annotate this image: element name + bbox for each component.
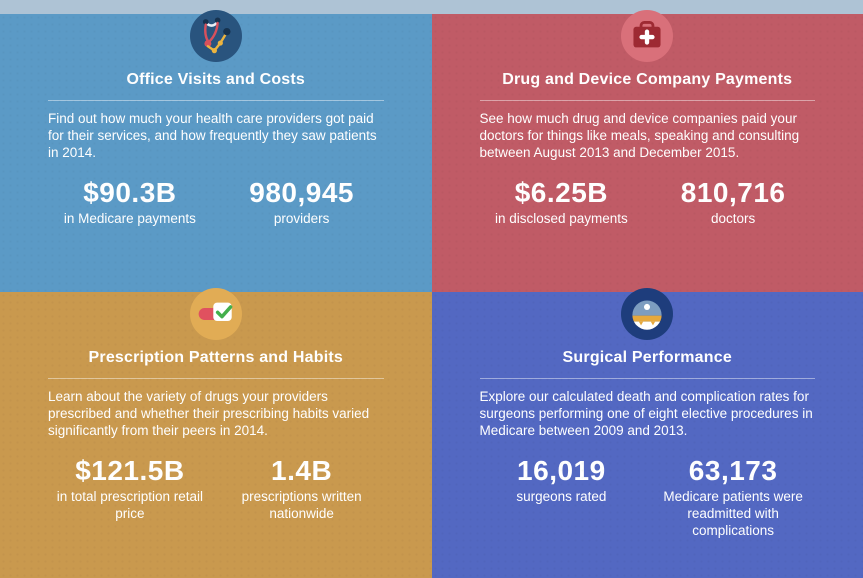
divider xyxy=(48,378,384,379)
surgeon-icon xyxy=(621,288,674,340)
stats-row: $121.5B in total prescription retail pri… xyxy=(44,456,388,522)
card-description: Learn about the variety of drugs your pr… xyxy=(48,389,370,438)
stats-row: $6.25B in disclosed payments 810,716 doc… xyxy=(476,178,820,227)
stat-disclosed-payments: $6.25B in disclosed payments xyxy=(476,178,648,227)
stat-medicare-payments: $90.3B in Medicare payments xyxy=(44,178,216,227)
stat-surgeons-rated: 16,019 surgeons rated xyxy=(476,456,648,539)
stat-label: surgeons rated xyxy=(516,489,607,504)
card-surgical-performance[interactable]: Surgical Performance Explore our calcula… xyxy=(431,288,863,578)
stat-label: in total prescription retail price xyxy=(56,489,204,521)
stat-label: doctors xyxy=(710,211,756,226)
stat-value: 810,716 xyxy=(680,177,786,208)
divider xyxy=(479,100,815,101)
stat-prescriptions-written: 1.4B prescriptions written nationwide xyxy=(216,456,388,522)
stats-row: 16,019 surgeons rated 63,173 Medicare pa… xyxy=(476,456,820,539)
pill-check-icon xyxy=(189,288,242,340)
stat-value: $121.5B xyxy=(75,455,185,486)
stat-value: 1.4B xyxy=(271,455,333,486)
card-title: Prescription Patterns and Habits xyxy=(88,349,343,366)
card-title: Drug and Device Company Payments xyxy=(502,71,793,88)
stat-value: $6.25B xyxy=(514,177,609,208)
stat-value: 980,945 xyxy=(249,177,354,208)
divider xyxy=(479,378,815,379)
card-title: Surgical Performance xyxy=(562,349,732,366)
card-office-visits-and-costs[interactable]: Office Visits and Costs Find out how muc… xyxy=(0,10,432,292)
stethoscope-chart-icon xyxy=(189,10,242,62)
stat-label: in disclosed payments xyxy=(494,211,628,226)
stats-row: $90.3B in Medicare payments 980,945 prov… xyxy=(44,178,388,227)
card-description: Explore our calculated death and complic… xyxy=(479,389,813,438)
stat-label: providers xyxy=(273,211,330,226)
stat-prescription-retail-price: $121.5B in total prescription retail pri… xyxy=(44,456,216,522)
category-grid: Office Visits and Costs Find out how muc… xyxy=(0,10,863,578)
stat-label: Medicare patients were readmitted with c… xyxy=(663,489,803,538)
card-prescription-patterns-and-habits[interactable]: Prescription Patterns and Habits Learn a… xyxy=(0,288,432,578)
stat-label: in Medicare payments xyxy=(63,211,196,226)
card-description: See how much drug and device companies p… xyxy=(479,111,800,160)
stat-value: $90.3B xyxy=(83,177,177,208)
divider xyxy=(48,100,384,101)
card-description: Find out how much your health care provi… xyxy=(48,111,377,160)
card-drug-and-device-company-payments[interactable]: Drug and Device Company Payments See how… xyxy=(431,10,863,292)
medical-briefcase-icon xyxy=(621,10,674,62)
stat-providers: 980,945 providers xyxy=(216,178,388,227)
stat-value: 16,019 xyxy=(517,455,606,486)
stat-value: 63,173 xyxy=(688,455,778,486)
stat-doctors: 810,716 doctors xyxy=(647,178,819,227)
stat-label: prescriptions written nationwide xyxy=(241,489,362,521)
top-band xyxy=(0,0,863,14)
card-title: Office Visits and Costs xyxy=(126,71,306,88)
stat-readmitted-patients: 63,173 Medicare patients were readmitted… xyxy=(647,456,819,539)
